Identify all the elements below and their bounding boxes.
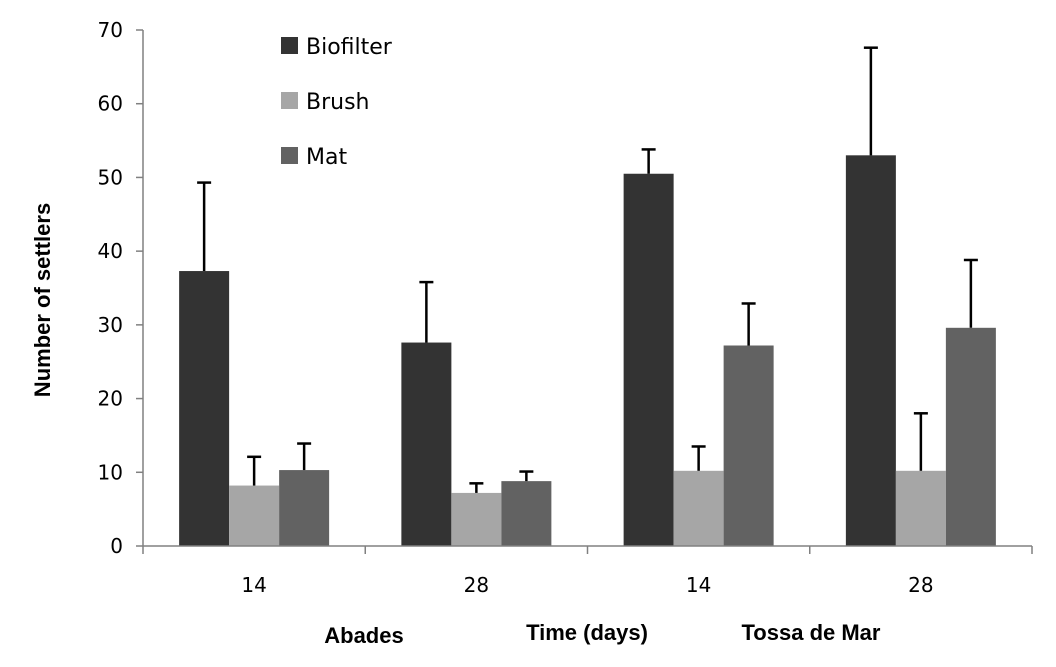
legend-label: Mat bbox=[306, 145, 347, 170]
x-tick-label: 14 bbox=[241, 573, 266, 597]
group-label-abades: Abades bbox=[324, 623, 403, 648]
y-tick-label: 50 bbox=[98, 165, 123, 189]
legend-swatch bbox=[281, 92, 298, 109]
legend-label: Biofilter bbox=[306, 35, 393, 60]
y-tick-label: 10 bbox=[98, 460, 123, 484]
group-label-tossa-de-mar: Tossa de Mar bbox=[742, 620, 881, 645]
legend: Biofilter Brush Mat bbox=[281, 35, 393, 170]
bar bbox=[845, 155, 896, 547]
bars bbox=[179, 155, 996, 547]
x-tick-label: 14 bbox=[686, 573, 711, 597]
x-axis-ticks: 14 28 14 28 bbox=[142, 546, 1033, 597]
bar bbox=[501, 481, 552, 546]
y-tick-label: 60 bbox=[98, 92, 123, 116]
legend-label: Brush bbox=[306, 90, 370, 115]
bar bbox=[401, 342, 452, 546]
y-tick-label: 20 bbox=[98, 387, 123, 411]
bar bbox=[945, 327, 996, 546]
bar bbox=[623, 173, 674, 546]
bar bbox=[179, 271, 230, 546]
x-tick-label: 28 bbox=[464, 573, 489, 597]
y-tick-label: 40 bbox=[98, 239, 123, 263]
bar bbox=[723, 345, 774, 546]
bar bbox=[895, 470, 946, 546]
x-tick-label: 28 bbox=[908, 573, 933, 597]
y-axis-title: Number of settlers bbox=[30, 203, 55, 397]
legend-swatch bbox=[281, 37, 298, 54]
bar bbox=[279, 470, 330, 546]
error-bars bbox=[197, 46, 978, 493]
bar bbox=[673, 470, 724, 546]
y-axis-ticks: 0 10 20 30 40 50 60 70 bbox=[98, 18, 143, 558]
legend-swatch bbox=[281, 147, 298, 164]
bar bbox=[451, 492, 502, 546]
y-tick-label: 70 bbox=[98, 18, 123, 42]
y-tick-label: 0 bbox=[110, 534, 123, 558]
bar bbox=[229, 485, 280, 546]
y-tick-label: 30 bbox=[98, 313, 123, 337]
x-axis-title: Time (days) bbox=[526, 620, 648, 645]
